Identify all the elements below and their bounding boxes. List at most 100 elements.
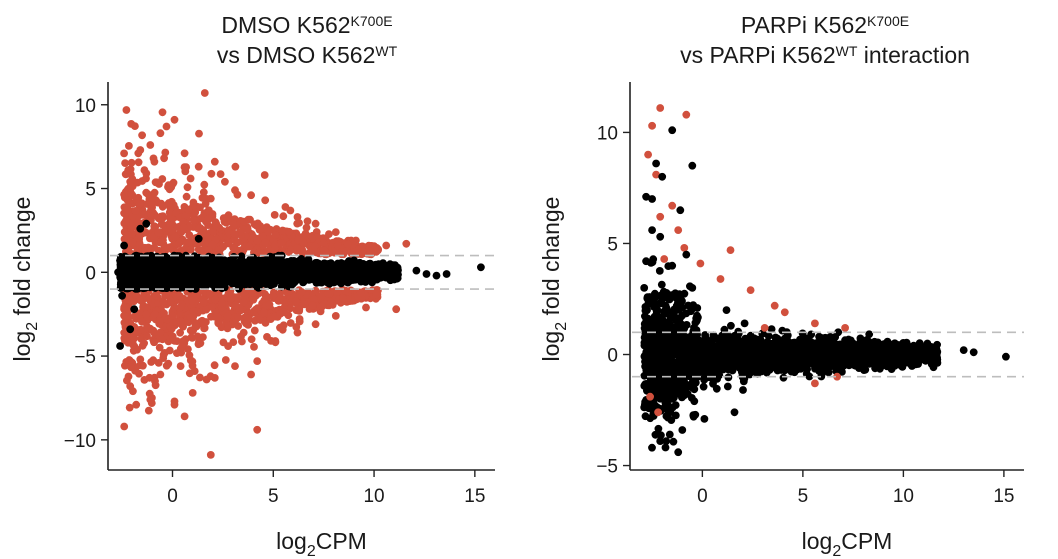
significant-point xyxy=(240,218,248,226)
nonsignificant-point xyxy=(123,266,132,275)
significant-point xyxy=(294,235,303,244)
significant-point xyxy=(200,324,209,332)
nonsignificant-point xyxy=(764,332,773,340)
nonsignificant-point xyxy=(270,271,279,280)
nonsignificant-point xyxy=(135,264,144,273)
significant-point xyxy=(136,296,145,304)
significant-point xyxy=(235,304,244,312)
significant-point xyxy=(206,451,215,459)
plot-panel-right: PARPi K562K700E vs PARPi K562WT interact… xyxy=(529,0,1058,559)
significant-point xyxy=(127,189,135,198)
significant-point xyxy=(164,181,173,190)
significant-point xyxy=(191,208,200,217)
nonsignificant-point xyxy=(116,342,124,350)
significant-point xyxy=(182,192,191,201)
significant-point xyxy=(123,231,132,240)
nonsignificant-point xyxy=(336,268,345,277)
significant-point xyxy=(196,203,205,212)
significant-point xyxy=(144,406,153,415)
significant-point xyxy=(165,199,173,207)
significant-point xyxy=(120,149,128,158)
significant-point xyxy=(245,242,254,251)
significant-point xyxy=(196,224,205,233)
nonsignificant-point xyxy=(292,269,301,278)
significant-point xyxy=(138,131,147,140)
significant-point xyxy=(312,248,321,257)
significant-point xyxy=(202,305,211,314)
x-tick-label: 15 xyxy=(464,486,485,507)
nonsignificant-point xyxy=(180,279,189,288)
significant-point xyxy=(159,298,168,306)
significant-point xyxy=(195,129,203,138)
significant-point xyxy=(308,234,317,243)
nonsignificant-point xyxy=(361,261,370,270)
significant-point xyxy=(196,373,204,382)
significant-point xyxy=(382,241,391,250)
significant-point xyxy=(342,247,350,256)
significant-point xyxy=(302,231,310,240)
significant-point xyxy=(179,223,188,232)
significant-point xyxy=(152,178,161,187)
nonsignificant-point xyxy=(351,265,360,274)
x-tick-label: 0 xyxy=(167,486,178,507)
significant-point xyxy=(162,361,171,370)
nonsignificant-point xyxy=(246,255,255,264)
nonsignificant-point xyxy=(126,325,135,334)
x-tick-label: 5 xyxy=(268,486,279,507)
significant-point xyxy=(207,169,216,178)
significant-point xyxy=(271,337,280,345)
significant-point xyxy=(234,322,243,330)
nonsignificant-point xyxy=(141,255,149,264)
nonsignificant-point xyxy=(118,291,126,300)
nonsignificant-point xyxy=(198,261,206,269)
nonsignificant-point xyxy=(254,271,263,279)
significant-point xyxy=(209,228,218,236)
significant-point xyxy=(191,322,200,331)
significant-point xyxy=(156,328,165,337)
significant-point xyxy=(212,221,221,230)
significant-point xyxy=(158,335,167,344)
significant-point xyxy=(338,294,347,302)
nonsignificant-point xyxy=(317,275,326,284)
significant-point xyxy=(318,302,327,311)
significant-point xyxy=(325,230,333,239)
significant-point xyxy=(188,389,197,397)
significant-point xyxy=(158,108,167,117)
significant-point xyxy=(341,286,350,295)
significant-point xyxy=(211,296,220,304)
nonsignificant-point xyxy=(299,263,308,272)
significant-point xyxy=(271,241,279,250)
significant-point xyxy=(206,194,215,203)
significant-point xyxy=(140,210,149,219)
significant-point xyxy=(278,226,287,235)
nonsignificant-point xyxy=(178,271,186,279)
significant-point xyxy=(286,304,295,313)
significant-point xyxy=(223,312,232,321)
data-points xyxy=(114,89,485,459)
significant-point xyxy=(159,351,168,359)
significant-point xyxy=(176,328,185,337)
nonsignificant-point xyxy=(358,269,366,277)
data-points xyxy=(640,104,1010,457)
significant-point xyxy=(285,227,293,236)
significant-point xyxy=(143,332,151,341)
significant-point xyxy=(297,288,306,296)
nonsignificant-point xyxy=(120,241,128,250)
significant-point xyxy=(120,318,129,327)
significant-point xyxy=(333,241,342,250)
significant-point xyxy=(214,246,223,255)
x-axis-label: log2CPM xyxy=(276,528,367,559)
significant-point xyxy=(243,225,252,234)
nonsignificant-point xyxy=(289,262,298,271)
significant-point xyxy=(176,317,185,326)
significant-point xyxy=(188,296,196,305)
significant-point xyxy=(274,297,283,305)
significant-point xyxy=(125,403,134,412)
significant-point xyxy=(234,313,243,322)
nonsignificant-point xyxy=(313,264,321,272)
significant-point xyxy=(239,298,248,307)
nonsignificant-point xyxy=(129,261,137,270)
significant-point xyxy=(122,106,131,114)
significant-point xyxy=(186,174,195,183)
significant-point xyxy=(187,245,195,254)
